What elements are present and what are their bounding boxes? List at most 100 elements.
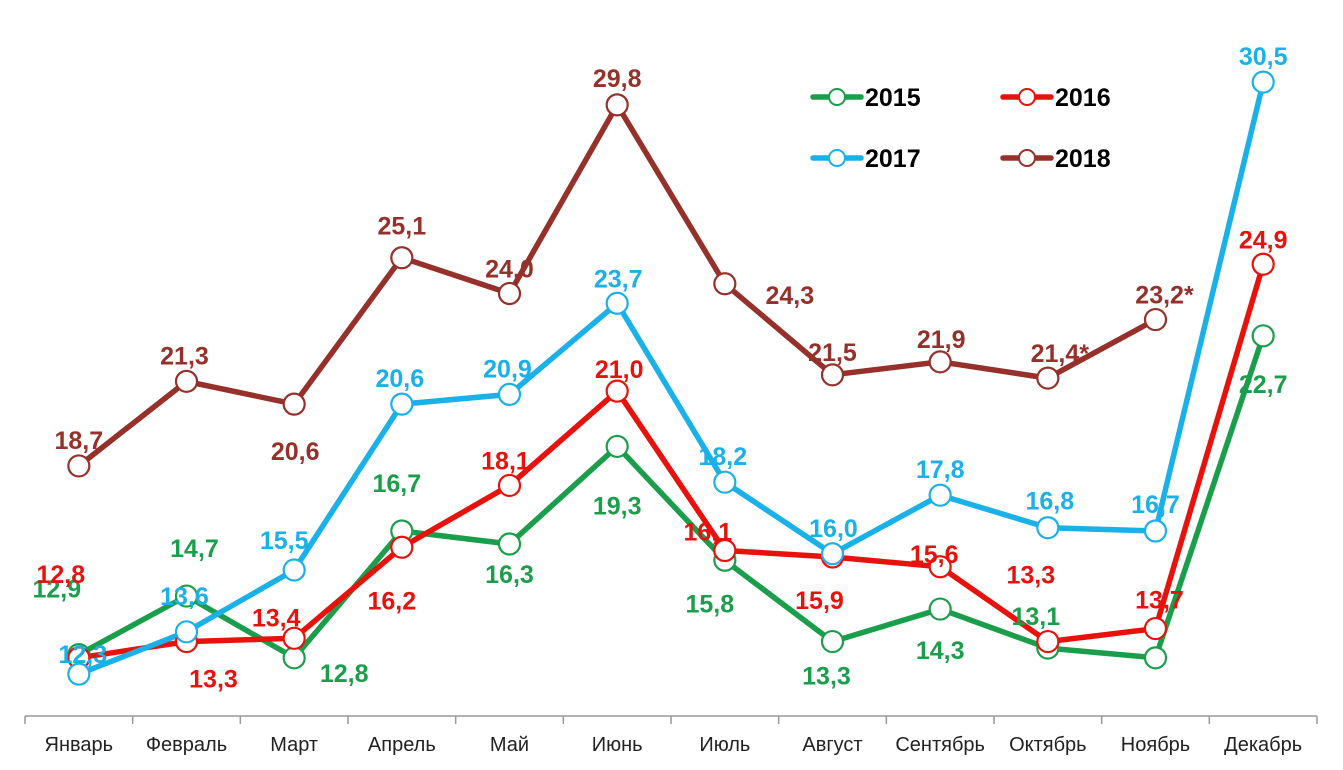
x-tick-label: Декабрь — [1224, 734, 1302, 756]
data-point-2015 — [282, 646, 306, 670]
legend-label-2017: 2017 — [865, 145, 921, 173]
data-label-2018: 24,3 — [765, 282, 814, 310]
data-point-2018 — [67, 454, 91, 478]
x-tick-label: Ноябрь — [1121, 734, 1190, 756]
data-label-2015: 13,3 — [802, 663, 851, 691]
data-label-2017: 12,3 — [58, 641, 107, 669]
x-tick-label: Январь — [45, 734, 114, 756]
data-point-2018 — [928, 350, 952, 374]
data-point-2018 — [390, 246, 414, 270]
data-point-2016 — [390, 535, 414, 559]
data-point-2018 — [497, 281, 522, 306]
data-point-2017 — [1036, 516, 1060, 540]
data-point-2017 — [605, 291, 629, 315]
x-tick-label: Февраль — [146, 734, 227, 756]
x-axis-ticks — [24, 716, 1318, 724]
data-label-2017: 13,6 — [160, 583, 209, 611]
data-label-2016: 13,4 — [252, 604, 301, 632]
data-point-2016 — [713, 538, 737, 563]
data-point-2015 — [1143, 646, 1168, 670]
data-label-2016: 16,2 — [367, 587, 416, 615]
data-label-2017: 17,8 — [916, 456, 965, 484]
x-tick-label: Март — [270, 734, 318, 756]
data-label-2016: 13,7 — [1135, 587, 1184, 615]
legend-label-2018: 2018 — [1055, 145, 1111, 173]
data-label-2017: 30,5 — [1239, 43, 1288, 71]
data-point-2016 — [1251, 252, 1275, 276]
data-label-2018: 21,3 — [160, 342, 209, 370]
x-tick-label: Май — [490, 734, 529, 756]
data-label-2017: 20,6 — [375, 365, 424, 393]
data-label-2018: 24,0 — [485, 256, 534, 284]
data-label-2017: 23,7 — [594, 265, 643, 293]
data-label-2016: 13,3 — [1006, 562, 1055, 590]
data-label-2018: 29,8 — [593, 65, 642, 93]
data-point-2017 — [1251, 70, 1275, 94]
data-point-2018 — [820, 363, 845, 387]
data-point-2017 — [282, 558, 306, 582]
data-label-2016: 16,1 — [683, 519, 732, 547]
data-point-2016 — [497, 473, 522, 498]
x-tick-label: Август — [802, 734, 862, 756]
data-label-2017: 20,9 — [483, 355, 532, 383]
data-label-2017: 18,2 — [698, 443, 747, 471]
data-labels: 12,9 14,7 12,8 16,7 16,3 19,3 15,8 13,3 14,3 13,1… — [32, 43, 1287, 693]
x-tick-label: Сентябрь — [895, 734, 985, 756]
data-point-2015 — [497, 532, 522, 556]
data-point-2017 — [174, 620, 199, 644]
data-point-2018 — [1143, 307, 1168, 332]
data-point-2018 — [174, 369, 199, 393]
data-point-2017 — [820, 542, 845, 566]
data-point-2015 — [174, 584, 199, 608]
data-label-2017: 16,8 — [1025, 488, 1074, 516]
series-line-2017 — [76, 79, 1266, 677]
data-label-2018: 21,5 — [808, 339, 857, 367]
data-label-2016: 12,8 — [36, 561, 85, 589]
x-tick-label: Октябрь — [1009, 734, 1087, 756]
x-tick-label: Июнь — [592, 734, 643, 756]
data-label-2016: 24,9 — [1239, 226, 1288, 254]
data-label-2015: 16,3 — [485, 561, 534, 589]
data-point-2018 — [282, 392, 306, 416]
data-label-2015: 12,9 — [32, 576, 81, 604]
data-label-2015: 14,7 — [170, 535, 219, 563]
data-label-2018: 25,1 — [377, 213, 426, 241]
data-point-2018 — [605, 93, 629, 117]
data-point-2018 — [713, 272, 737, 296]
data-label-2016: 21,0 — [595, 356, 644, 384]
data-label-2017: 16,0 — [809, 515, 858, 543]
data-label-2018: 20,6 — [271, 438, 320, 466]
series-line-2016 — [76, 261, 1266, 661]
data-point-2016 — [1143, 616, 1168, 641]
data-label-2018: 21,9 — [917, 326, 966, 354]
data-point-2015 — [928, 597, 952, 621]
legend-marker-2017 — [828, 149, 846, 167]
data-label-2018: 23,2* — [1135, 282, 1194, 310]
data-label-2017: 15,5 — [260, 527, 309, 555]
data-point-2017 — [713, 470, 737, 494]
data-label-2016: 18,1 — [481, 447, 530, 475]
legend-marker-2018 — [1018, 149, 1036, 167]
legend-marker-2016 — [1018, 88, 1036, 106]
data-label-2015: 12,8 — [320, 660, 369, 688]
data-label-2016: 15,9 — [795, 587, 844, 615]
data-point-2015 — [820, 629, 845, 654]
data-point-2017 — [928, 483, 952, 507]
data-point-2016 — [282, 626, 306, 650]
legend: 2015 2016 2017 2018 — [810, 84, 1111, 173]
data-label-2018: 18,7 — [54, 427, 103, 455]
data-point-2015 — [1251, 324, 1275, 348]
data-point-2016 — [928, 555, 952, 579]
x-tick-label: Июль — [699, 734, 750, 756]
data-point-2016 — [1036, 629, 1060, 654]
data-label-2016: 15,6 — [910, 541, 959, 569]
data-point-2017 — [497, 382, 522, 406]
x-axis-category-labels: Январь Февраль Март Апрель Май Июнь Июль Август… — [45, 734, 1303, 756]
data-point-2017 — [390, 392, 414, 416]
legend-label-2016: 2016 — [1055, 84, 1111, 112]
data-point-2017 — [1143, 519, 1168, 543]
data-label-2015: 16,7 — [372, 470, 421, 498]
data-point-2016 — [605, 379, 629, 403]
data-label-2016: 13,3 — [189, 666, 238, 694]
legend-marker-2015 — [828, 88, 846, 106]
